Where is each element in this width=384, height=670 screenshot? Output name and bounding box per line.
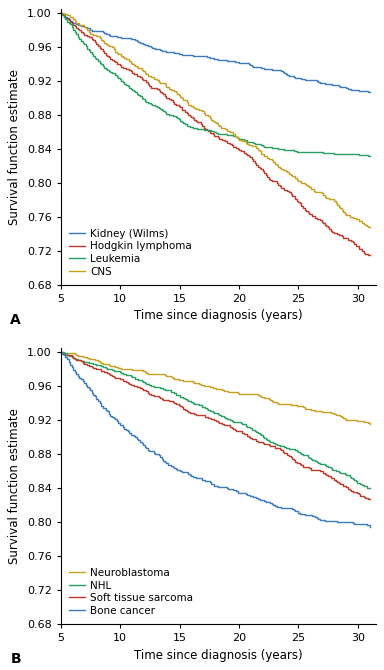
Text: B: B bbox=[10, 652, 21, 666]
Y-axis label: Survival function estimate: Survival function estimate bbox=[8, 408, 22, 564]
Bone cancer bbox=[367, 523, 372, 531]
Hodgkin lymphoma bbox=[302, 206, 307, 214]
Legend: Neuroblastoma, NHL, Soft tissue sarcoma, Bone cancer: Neuroblastoma, NHL, Soft tissue sarcoma,… bbox=[66, 565, 196, 619]
CNS bbox=[74, 17, 79, 25]
Soft tissue sarcoma bbox=[74, 355, 79, 363]
NHL bbox=[367, 484, 372, 492]
Kidney (Wilms) bbox=[302, 76, 307, 84]
CNS bbox=[343, 208, 347, 216]
Bone cancer bbox=[74, 368, 79, 376]
Kidney (Wilms) bbox=[367, 88, 372, 96]
X-axis label: Time since diagnosis (years): Time since diagnosis (years) bbox=[134, 310, 303, 322]
Bone cancer bbox=[58, 348, 63, 356]
CNS bbox=[302, 180, 307, 188]
Neuroblastoma bbox=[58, 348, 63, 356]
Hodgkin lymphoma bbox=[58, 9, 63, 17]
Hodgkin lymphoma bbox=[66, 15, 71, 23]
Soft tissue sarcoma bbox=[58, 348, 63, 356]
Kidney (Wilms) bbox=[66, 14, 71, 22]
Hodgkin lymphoma bbox=[152, 84, 156, 92]
Leukemia bbox=[122, 78, 127, 86]
Bone cancer bbox=[66, 355, 71, 363]
Hodgkin lymphoma bbox=[122, 64, 127, 72]
NHL bbox=[74, 355, 79, 363]
Neuroblastoma bbox=[122, 364, 127, 373]
Soft tissue sarcoma bbox=[302, 463, 307, 471]
Y-axis label: Survival function estimate: Survival function estimate bbox=[8, 69, 22, 224]
NHL bbox=[66, 350, 71, 358]
Line: Kidney (Wilms): Kidney (Wilms) bbox=[61, 13, 370, 92]
NHL bbox=[58, 348, 63, 356]
Line: Neuroblastoma: Neuroblastoma bbox=[61, 352, 370, 423]
Neuroblastoma bbox=[343, 414, 347, 422]
NHL bbox=[302, 451, 307, 459]
Neuroblastoma bbox=[302, 405, 307, 413]
X-axis label: Time since diagnosis (years): Time since diagnosis (years) bbox=[134, 649, 303, 662]
Line: CNS: CNS bbox=[61, 13, 370, 227]
Line: Hodgkin lymphoma: Hodgkin lymphoma bbox=[61, 13, 370, 255]
Neuroblastoma bbox=[367, 419, 372, 427]
Leukemia bbox=[58, 9, 63, 17]
Leukemia bbox=[74, 28, 79, 36]
CNS bbox=[367, 223, 372, 231]
Leukemia bbox=[343, 150, 347, 158]
Leukemia bbox=[66, 17, 71, 25]
Hodgkin lymphoma bbox=[74, 22, 79, 30]
Kidney (Wilms) bbox=[74, 19, 79, 27]
Soft tissue sarcoma bbox=[66, 351, 71, 359]
Line: Leukemia: Leukemia bbox=[61, 13, 370, 156]
CNS bbox=[66, 11, 71, 19]
Line: Soft tissue sarcoma: Soft tissue sarcoma bbox=[61, 352, 370, 499]
Kidney (Wilms) bbox=[152, 44, 156, 52]
Soft tissue sarcoma bbox=[367, 495, 372, 503]
Line: NHL: NHL bbox=[61, 352, 370, 488]
Line: Bone cancer: Bone cancer bbox=[61, 352, 370, 527]
CNS bbox=[152, 75, 156, 83]
Leukemia bbox=[367, 152, 372, 160]
Kidney (Wilms) bbox=[122, 34, 127, 42]
NHL bbox=[122, 370, 127, 378]
Legend: Kidney (Wilms), Hodgkin lymphoma, Leukemia, CNS: Kidney (Wilms), Hodgkin lymphoma, Leukem… bbox=[66, 226, 195, 279]
Bone cancer bbox=[302, 511, 307, 519]
Hodgkin lymphoma bbox=[343, 234, 347, 242]
Bone cancer bbox=[152, 449, 156, 457]
Text: A: A bbox=[10, 312, 21, 326]
Bone cancer bbox=[122, 423, 127, 431]
Kidney (Wilms) bbox=[58, 9, 63, 17]
Leukemia bbox=[366, 152, 371, 160]
Soft tissue sarcoma bbox=[122, 377, 127, 385]
Bone cancer bbox=[343, 518, 347, 526]
Kidney (Wilms) bbox=[343, 83, 347, 91]
Hodgkin lymphoma bbox=[367, 251, 372, 259]
Leukemia bbox=[152, 101, 156, 109]
Soft tissue sarcoma bbox=[152, 391, 156, 399]
Leukemia bbox=[302, 148, 307, 156]
CNS bbox=[58, 9, 63, 17]
Soft tissue sarcoma bbox=[343, 482, 347, 490]
Neuroblastoma bbox=[152, 370, 156, 378]
NHL bbox=[152, 383, 156, 391]
CNS bbox=[122, 52, 127, 60]
NHL bbox=[343, 468, 347, 476]
Neuroblastoma bbox=[66, 349, 71, 357]
Neuroblastoma bbox=[74, 350, 79, 358]
